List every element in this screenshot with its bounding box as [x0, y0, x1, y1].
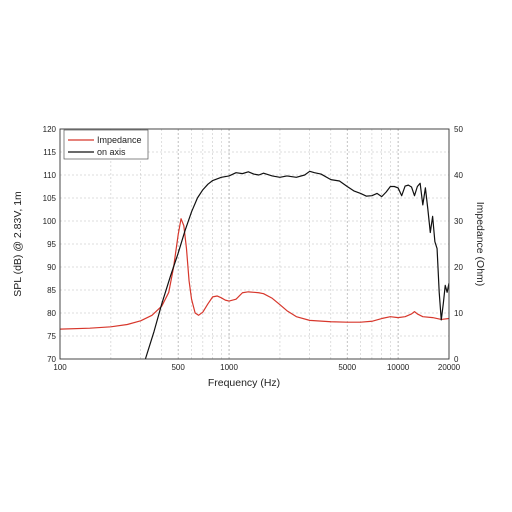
- y-right-tick-label: 50: [454, 125, 463, 134]
- y-left-tick-label: 70: [47, 355, 56, 364]
- x-tick-label: 5000: [338, 363, 356, 372]
- legend: Impedance on axis: [63, 129, 149, 160]
- y-left-tick-label: 75: [47, 332, 56, 341]
- x-tick-label: 100: [53, 363, 67, 372]
- y-left-tick-label: 105: [43, 194, 57, 203]
- x-axis-title: Frequency (Hz): [208, 377, 280, 389]
- x-tick-label: 20000: [438, 363, 461, 372]
- legend-label-on-axis: on axis: [97, 147, 126, 157]
- y-left-tick-label: 95: [47, 240, 56, 249]
- on-axis-line: [144, 170, 449, 359]
- plot-frame: [59, 128, 450, 360]
- y-left-tick-label: 100: [43, 217, 57, 226]
- y-axis-right-title: Impedance (Ohm): [474, 202, 486, 287]
- legend-label-impedance: Impedance: [97, 135, 142, 145]
- tick-labels: 100 500 1000 5000 10000 200007075808590951001…: [43, 125, 464, 372]
- y-left-tick-label: 110: [43, 171, 56, 180]
- x-tick-label: 500: [171, 363, 185, 372]
- x-tick-label: 10000: [387, 363, 410, 372]
- y-right-tick-label: 30: [454, 217, 463, 226]
- impedance-line: [60, 218, 449, 330]
- legend-box: [63, 129, 149, 160]
- y-left-tick-label: 80: [47, 309, 56, 318]
- series-layer: [60, 170, 449, 359]
- x-tick-label: 1000: [220, 363, 238, 372]
- y-left-tick-label: 90: [47, 263, 56, 272]
- y-right-tick-label: 20: [454, 263, 463, 272]
- y-left-tick-label: 85: [47, 286, 56, 295]
- y-right-tick-label: 40: [454, 171, 463, 180]
- y-left-tick-label: 120: [43, 125, 57, 134]
- y-left-tick-label: 115: [43, 148, 56, 157]
- y-right-tick-label: 10: [454, 309, 463, 318]
- y-axis-left-title: SPL (dB) @ 2.83V, 1m: [12, 191, 24, 297]
- y-right-tick-label: 0: [454, 355, 459, 364]
